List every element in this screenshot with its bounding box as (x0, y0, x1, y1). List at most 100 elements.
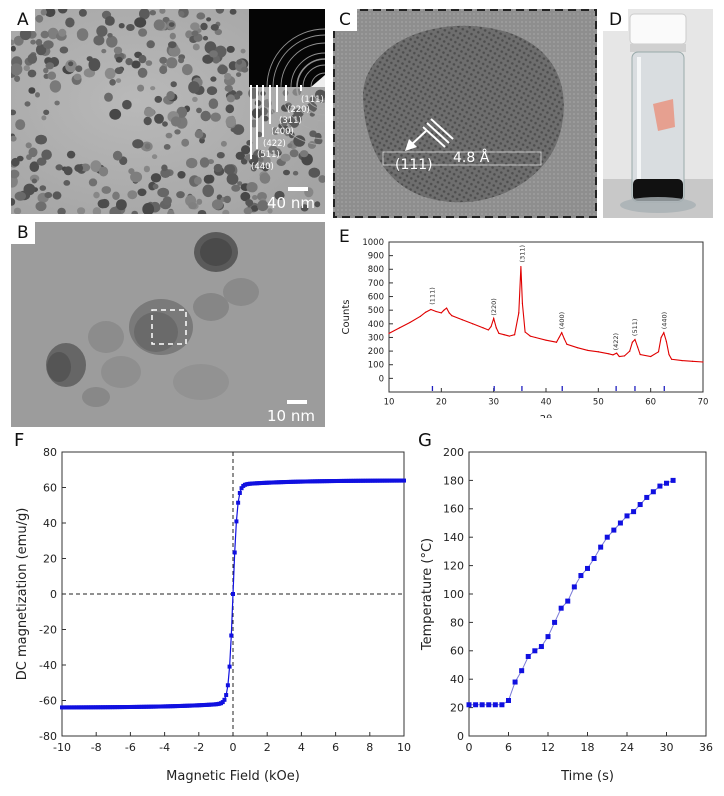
y-tick-label: 400 (368, 320, 384, 330)
x-tick-label: -10 (53, 741, 71, 754)
temperature-point (519, 668, 525, 674)
lattice-plane-label: (111) (395, 157, 433, 173)
temperature-point (657, 483, 663, 489)
magnetization-point (237, 490, 242, 495)
x-axis-label: Time (s) (560, 769, 614, 784)
x-tick-label: -6 (125, 741, 136, 754)
y-tick-label: 0 (379, 374, 384, 384)
panel-label-a: A (11, 9, 35, 31)
hrtem-image: (111) 4.8 Å (333, 9, 597, 218)
peak-label: (311) (518, 245, 526, 262)
x-axis-label: Magnetic Field (kOe) (166, 769, 300, 784)
temperature-point (631, 509, 637, 515)
magnetization-point (227, 664, 232, 669)
ring-label-111: (111) (301, 95, 324, 105)
y-axis-label: DC magnetization (emu/g) (15, 508, 30, 681)
tem-image-a (11, 9, 325, 214)
xrd-point (524, 331, 526, 333)
magnetization-point (232, 550, 237, 555)
temperature-point (578, 573, 584, 579)
x-tick-label: 20 (436, 398, 447, 408)
x-tick-label: 0 (230, 741, 237, 754)
ring-label-400: (400) (271, 127, 294, 137)
xrd-point (508, 335, 510, 337)
magnetization-point (402, 478, 406, 483)
panel-d-vial-photo: D (603, 9, 713, 218)
x-tick-label: 70 (698, 398, 709, 408)
temperature-point (466, 702, 472, 708)
panel-e-xrd-chart: 10 20 30 40 50 60 70 0 100 200 300 400 500 600 700 800 9… (333, 222, 724, 418)
temperature-point (486, 702, 492, 708)
x-tick-label: 10 (397, 741, 411, 754)
y-tick-label: 900 (368, 252, 384, 262)
temperature-point (538, 644, 544, 650)
magnetization-point (222, 697, 227, 702)
magnetization-point (229, 633, 234, 638)
xrd-point (388, 332, 390, 334)
zoom-region-box (151, 309, 187, 345)
xrd-point (472, 323, 474, 325)
xrd-point (435, 310, 437, 313)
temperature-point (473, 702, 479, 708)
xrd-point (487, 329, 490, 331)
xrd-point (409, 321, 411, 324)
peak-label: (400) (558, 312, 566, 329)
panel-c-hrtem-image: (111) 4.8 Å C (333, 9, 597, 218)
y-tick-label: 200 (368, 347, 384, 357)
peak-label: (511) (631, 319, 639, 336)
xrd-point (448, 312, 450, 314)
xrd-point (558, 336, 560, 339)
magnetization-point (225, 683, 230, 688)
magnetization-point (220, 700, 225, 705)
panel-f-magnetization-chart: -10 -8 -6 -4 -2 0 2 4 6 8 10 -80 -60 -40 -20 0 20 40 60 80 M… (0, 430, 420, 796)
xrd-point (657, 351, 660, 353)
x-tick-label: 60 (645, 398, 656, 408)
xrd-point (443, 309, 445, 311)
xrd-point (503, 334, 505, 336)
saed-index-labels: (111) (220) (311) (400) (422) (511) (440… (250, 85, 324, 172)
vial-photo (603, 9, 713, 218)
xrd-point (529, 335, 531, 337)
panel-label-g: G (412, 430, 438, 452)
xrd-point (440, 312, 442, 314)
xrd-point (495, 327, 497, 329)
xrd-point (597, 351, 599, 353)
x-tick-label: 30 (660, 741, 674, 754)
y-axis-label: Temperature (°C) (420, 538, 435, 651)
xrd-point (623, 355, 626, 357)
temperature-point (650, 489, 656, 495)
x-tick-label: 10 (384, 398, 395, 408)
x-tick-label: 2 (264, 741, 271, 754)
temperature-point (545, 634, 551, 640)
x-tick-label: 8 (366, 741, 373, 754)
xrd-point (668, 353, 670, 356)
peak-label: (440) (660, 312, 668, 329)
y-tick-label: 1000 (362, 238, 384, 248)
xrd-point (561, 332, 563, 334)
x-tick-label: 6 (505, 741, 512, 754)
panel-label-f: F (8, 430, 31, 452)
xrd-point (563, 338, 565, 340)
y-tick-label: 0 (50, 588, 57, 601)
temperature-point (604, 534, 610, 540)
temperature-point (558, 605, 564, 611)
x-tick-label: 4 (298, 741, 305, 754)
xrd-point (576, 347, 578, 349)
plot-frame (388, 241, 704, 393)
xrd-point (518, 312, 520, 314)
peak-label: (111) (428, 287, 436, 304)
temperature-point (552, 619, 558, 625)
xrd-point (445, 307, 448, 309)
scale-bar-b (287, 400, 307, 404)
peak-label: (422) (612, 333, 620, 350)
temperature-point (644, 494, 650, 500)
ring-label-220: (220) (287, 105, 310, 115)
panel-g-temperature-chart: 0 6 12 18 24 30 36 0 20 40 60 80 100 120 140 160 180 200 T… (412, 430, 724, 796)
x-tick-label: 36 (699, 741, 713, 754)
scale-text-b: 10 nm (267, 407, 315, 425)
temperature-point (525, 653, 531, 659)
y-tick-label: 100 (368, 361, 384, 371)
temperature-point (492, 702, 498, 708)
y-tick-label: 100 (443, 588, 464, 601)
temperature-point (499, 702, 505, 708)
